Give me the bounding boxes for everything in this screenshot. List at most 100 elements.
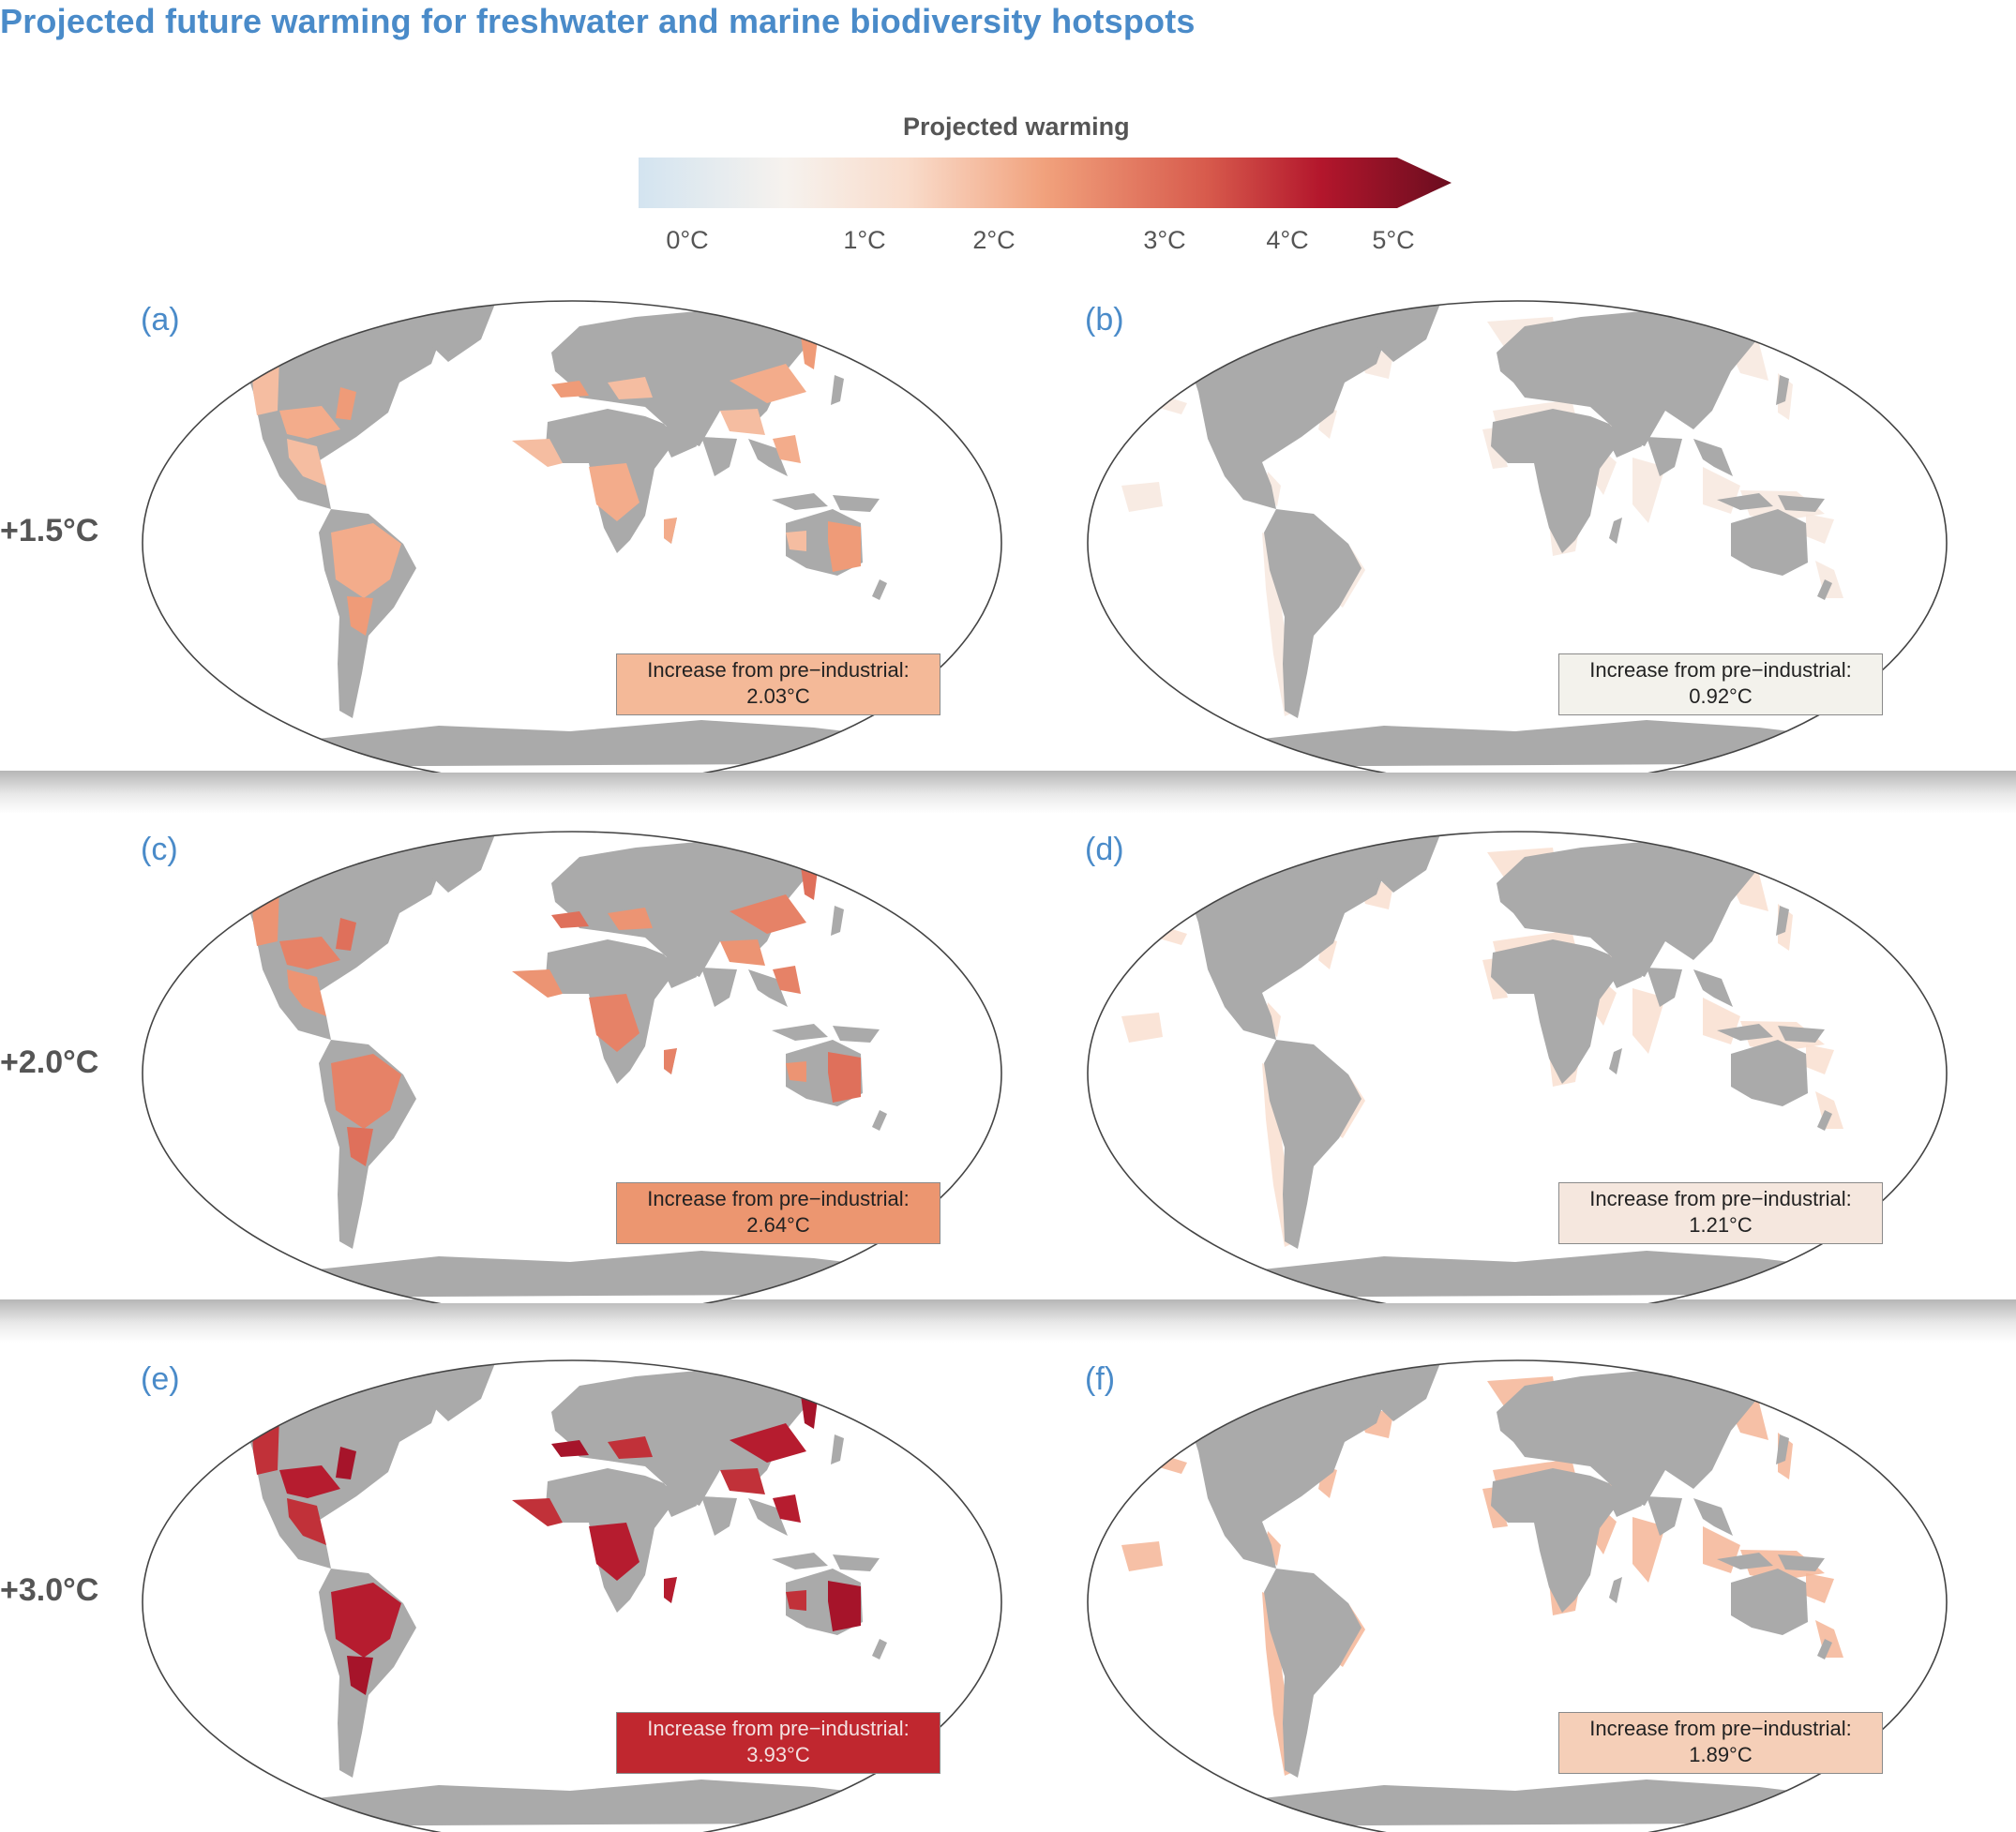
- land-australia: [1731, 1040, 1808, 1106]
- land-seAsia: [1693, 969, 1733, 1007]
- colorbar-tick-2: 2°C: [972, 226, 1016, 254]
- freshwater-hotspot-region: [551, 911, 589, 928]
- land-nz: [872, 1110, 887, 1131]
- land-antarctica: [251, 1251, 945, 1298]
- freshwater-hotspot-region: [664, 1048, 677, 1074]
- increase-value-f: 1.89°C: [1689, 1743, 1753, 1766]
- land-indonesia2: [833, 1554, 880, 1571]
- freshwater-hotspot-region: [786, 1590, 806, 1611]
- land-indonesia1: [1717, 1024, 1773, 1041]
- increase-label-a: Increase from pre−industrial:: [647, 658, 910, 682]
- freshwater-hotspot-region: [512, 969, 563, 998]
- land-indonesia2: [833, 495, 880, 512]
- increase-box-f: Increase from pre−industrial: 1.89°C: [1558, 1712, 1883, 1774]
- freshwater-hotspot-region: [251, 885, 279, 946]
- increase-box-e: Increase from pre−industrial: 3.93°C: [616, 1712, 940, 1774]
- freshwater-hotspot-region: [608, 1436, 653, 1459]
- freshwater-hotspot-region: [730, 894, 806, 934]
- increase-box-b: Increase from pre−industrial: 0.92°C: [1558, 653, 1883, 715]
- land-indonesia2: [833, 1026, 880, 1043]
- land-greenland: [1356, 304, 1440, 362]
- increase-value-c: 2.64°C: [746, 1213, 810, 1237]
- freshwater-hotspot-region: [664, 518, 677, 544]
- freshwater-hotspot-region: [512, 1498, 563, 1526]
- increase-value-a: 2.03°C: [746, 684, 810, 708]
- map-frame: [142, 300, 1002, 773]
- land-eurasia: [1497, 308, 1757, 446]
- land-nz: [1817, 1639, 1832, 1659]
- land-madagascar: [1609, 1577, 1622, 1603]
- freshwater-hotspot-region: [828, 521, 861, 572]
- land-masses: [1170, 304, 1890, 767]
- increase-box-c: Increase from pre−industrial: 2.64°C: [616, 1182, 940, 1244]
- land-arabia: [656, 1485, 697, 1517]
- land-indonesia2: [1778, 1554, 1825, 1571]
- land-indonesia1: [1717, 1553, 1773, 1569]
- land-india: [701, 968, 737, 1007]
- land-antarctica: [251, 1779, 945, 1826]
- freshwater-hotspot-region: [786, 1061, 806, 1082]
- land-nz: [872, 579, 887, 600]
- land-japan: [1776, 906, 1789, 936]
- freshwater-hotspot-region: [730, 364, 806, 403]
- row-label-3-0: +3.0°C: [0, 1572, 99, 1608]
- colorbar-tick-4: 4°C: [1266, 226, 1309, 254]
- freshwater-hotspot-region: [608, 908, 653, 930]
- freshwater-hotspot-region: [664, 1577, 677, 1603]
- marine-hotspot-region: [1632, 988, 1665, 1054]
- land-indonesia1: [772, 1024, 828, 1041]
- colorbar-title: Projected warming: [638, 113, 1575, 142]
- increase-label-d: Increase from pre−industrial:: [1589, 1187, 1852, 1210]
- marine-hotspot-region: [1166, 857, 1234, 894]
- land-southAmerica: [1264, 1040, 1362, 1249]
- land-indonesia2: [1778, 1026, 1825, 1043]
- freshwater-hotspot-region: [786, 531, 806, 551]
- land-arabia: [1602, 956, 1642, 988]
- freshwater-hotspot-region: [279, 937, 340, 969]
- land-india: [701, 437, 737, 476]
- marine-hotspot-region: [1166, 326, 1234, 364]
- freshwater-hotspot-region: [279, 406, 340, 439]
- freshwater-hotspot-region: [589, 994, 639, 1052]
- land-arabia: [656, 426, 697, 458]
- land-antarctica: [1196, 1779, 1890, 1826]
- increase-box-d: Increase from pre−industrial: 1.21°C: [1558, 1182, 1883, 1244]
- land-greenland: [1356, 834, 1440, 893]
- land-australia: [1731, 509, 1808, 576]
- marine-hotspot-region: [1632, 458, 1665, 523]
- land-masses: [1170, 1363, 1890, 1826]
- land-madagascar: [1609, 518, 1622, 544]
- freshwater-hotspot-region: [347, 1127, 373, 1166]
- freshwater-hotspot-region: [773, 435, 801, 463]
- land-japan: [1776, 1434, 1789, 1464]
- land-indonesia1: [772, 1553, 828, 1569]
- land-india: [1647, 437, 1682, 476]
- land-japan: [831, 1434, 844, 1464]
- freshwater-hotspot-region: [347, 596, 373, 636]
- land-indonesia1: [772, 493, 828, 510]
- land-eurasia: [1497, 1367, 1757, 1506]
- panel-label-a: (a): [141, 302, 180, 338]
- map-frame: [142, 1359, 1002, 1832]
- map-frame: [142, 831, 1002, 1303]
- freshwater-hotspot-region: [251, 354, 279, 415]
- row-separator-1: [0, 771, 2016, 814]
- marine-hotspot-region: [1806, 1573, 1834, 1603]
- figure-title: Projected future warming for freshwater …: [0, 2, 1196, 40]
- land-japan: [1776, 375, 1789, 405]
- land-australia: [1731, 1569, 1808, 1635]
- land-eurasia: [1497, 838, 1757, 977]
- freshwater-hotspot-region: [720, 1468, 765, 1494]
- land-nz: [1817, 1110, 1832, 1131]
- freshwater-hotspot-region: [347, 1656, 373, 1695]
- land-seAsia: [748, 969, 788, 1007]
- marine-hotspot-region: [1806, 514, 1834, 544]
- panel-label-f: (f): [1085, 1361, 1116, 1397]
- freshwater-hotspot-region: [828, 1581, 861, 1631]
- land-indonesia1: [1717, 493, 1773, 510]
- land-japan: [831, 375, 844, 405]
- freshwater-hotspot-region: [589, 463, 639, 521]
- increase-value-d: 1.21°C: [1689, 1213, 1753, 1237]
- land-arabia: [656, 956, 697, 988]
- increase-label-f: Increase from pre−industrial:: [1589, 1717, 1852, 1740]
